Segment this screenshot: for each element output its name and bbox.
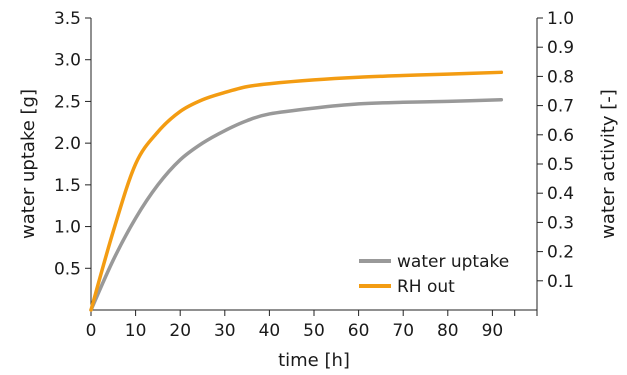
x-tick-label: 0 — [86, 321, 97, 341]
legend-label-rh-out: RH out — [397, 277, 455, 297]
y-right-tick-label: 0.9 — [547, 38, 574, 58]
y-right-tick-label: 0.2 — [547, 243, 574, 263]
x-axis-title: time [h] — [278, 350, 350, 371]
legend: water uptake RH out — [359, 252, 509, 297]
x-tick-label: 90 — [482, 321, 504, 341]
y-right-tick-label: 0.3 — [547, 213, 574, 233]
y-left-tick-label: 1.5 — [54, 176, 81, 196]
x-tick-label: 30 — [214, 321, 236, 341]
y-right-tick-label: 0.5 — [547, 155, 574, 175]
y-left-tick-label: 2.0 — [54, 134, 81, 154]
y-left-tick-label: 3.0 — [54, 51, 81, 71]
y-left-tick-label: 1.0 — [54, 218, 81, 238]
series-line-water-uptake — [89, 98, 504, 312]
y-left-tick-label: 0.5 — [54, 259, 81, 279]
series — [89, 70, 504, 312]
series-line-rh-out — [89, 70, 504, 312]
x-tick-label: 70 — [392, 321, 414, 341]
x-tick-label: 60 — [348, 321, 370, 341]
x-tick-label: 20 — [169, 321, 191, 341]
y-left-tick-label: 2.5 — [54, 92, 81, 112]
y-right-tick-label: 0.8 — [547, 67, 574, 87]
y-axis-right-title: water activity [-] — [598, 89, 619, 239]
y-left-tick-label: 3.5 — [54, 9, 81, 29]
x-tick-label: 80 — [437, 321, 459, 341]
x-tick-label: 50 — [303, 321, 325, 341]
y-right-tick-label: 0.7 — [547, 97, 574, 117]
x-tick-label: 10 — [125, 321, 147, 341]
y-right-tick-label: 1.0 — [547, 9, 574, 29]
y-axis-left-title: water uptake [g] — [18, 89, 39, 239]
y-right-tick-label: 0.1 — [547, 272, 574, 292]
x-tick-label: 40 — [259, 321, 281, 341]
y-right-tick-label: 0.4 — [547, 184, 574, 204]
legend-label-water-uptake: water uptake — [397, 252, 509, 272]
y-right-tick-label: 0.6 — [547, 126, 574, 146]
ticks: 0 10 20 30 40 50 60 70 80 90 0.5 1.0 1.5 2.0 2.5 3.0 3.5… — [54, 9, 574, 341]
